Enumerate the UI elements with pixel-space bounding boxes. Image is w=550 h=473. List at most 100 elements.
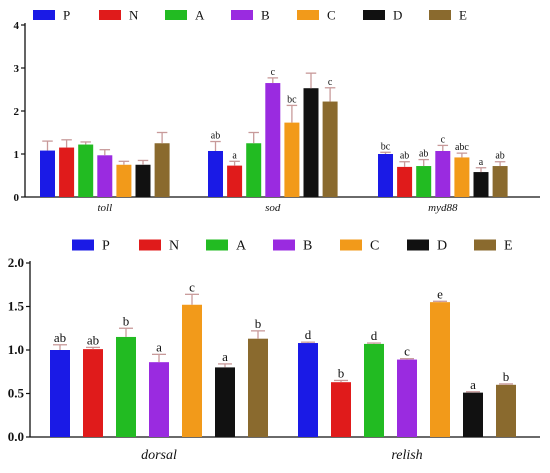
significance-letter-myd88-B: c [441, 134, 446, 145]
significance-letter-sod-P: ab [211, 131, 220, 142]
y-tick-label-3: 1.5 [8, 299, 25, 314]
legend-swatch-C [297, 10, 319, 20]
legend-label-A: A [236, 239, 247, 254]
significance-letter-sod-B: c [271, 67, 276, 78]
bar-myd88-P [378, 154, 393, 197]
y-tick-label-2: 1.0 [8, 342, 24, 357]
legend-swatch-A [206, 239, 228, 251]
legend-swatch-B [231, 10, 253, 20]
bar-sod-C [284, 122, 300, 197]
bar-myd88-A [416, 166, 432, 197]
legend-swatch-A [165, 10, 187, 20]
bar-myd88-D [473, 172, 489, 197]
bar-dorsal-N [83, 349, 103, 437]
category-label-toll: toll [97, 202, 112, 214]
significance-letter-relish-E: b [503, 369, 510, 384]
legend-swatch-B [273, 239, 295, 251]
legend-label-D: D [437, 239, 447, 254]
y-tick-label-3: 3 [14, 63, 20, 75]
bar-sod-D [303, 88, 319, 197]
bar-toll-N [59, 147, 75, 197]
significance-letter-relish-C: e [437, 286, 443, 301]
significance-letter-dorsal-C: c [189, 279, 195, 294]
legend-label-N: N [169, 239, 179, 254]
significance-letter-dorsal-E: b [255, 316, 262, 331]
category-label-sod: sod [265, 202, 281, 214]
bar-sod-E [322, 101, 338, 197]
significance-letter-dorsal-D: a [222, 349, 228, 364]
bar-relish-P [298, 343, 318, 437]
legend-label-D: D [393, 8, 402, 23]
significance-letter-relish-P: d [305, 327, 312, 342]
legend-label-C: C [327, 8, 336, 23]
legend-label-N: N [129, 8, 139, 23]
bar-dorsal-E [248, 338, 268, 437]
legend-swatch-D [407, 239, 429, 251]
bar-relish-D [463, 392, 483, 437]
chart-panel-2: P N A B C D E0.00.51.01.52.0ab abbacabdorsaldbd… [8, 239, 540, 463]
significance-letter-relish-A: d [371, 328, 378, 343]
significance-letter-dorsal-P: ab [54, 330, 66, 345]
y-tick-label-4: 2.0 [8, 255, 24, 270]
significance-letter-myd88-E: ab [495, 151, 504, 162]
significance-letter-relish-B: c [404, 344, 410, 359]
legend-swatch-C [340, 239, 362, 251]
significance-letter-myd88-A: ab [419, 149, 428, 160]
bar-myd88-B [435, 150, 451, 197]
significance-letter-myd88-N: ab [400, 151, 409, 162]
bar-toll-C [116, 164, 132, 197]
bar-dorsal-D [215, 367, 235, 437]
legend-swatch-N [139, 239, 161, 251]
bar-dorsal-A [116, 336, 136, 437]
significance-letter-sod-N: a [232, 150, 237, 161]
y-tick-label-4: 4 [14, 20, 20, 32]
category-label-dorsal: dorsal [141, 448, 177, 463]
significance-letter-myd88-P: bc [381, 141, 391, 152]
significance-letter-relish-D: a [470, 377, 476, 392]
y-tick-label-2: 2 [14, 106, 20, 118]
legend-label-P: P [102, 239, 110, 254]
legend-swatch-D [363, 10, 385, 20]
bar-toll-B [97, 155, 113, 197]
significance-letter-dorsal-N: ab [87, 332, 99, 347]
legend-swatch-E [429, 10, 451, 20]
legend-label-B: B [261, 8, 270, 23]
legend-label-E: E [504, 239, 513, 254]
significance-letter-dorsal-B: a [156, 339, 162, 354]
y-tick-label-1: 0.5 [8, 386, 25, 401]
legend-label-C: C [370, 239, 379, 254]
significance-letter-sod-C: bc [287, 94, 297, 105]
bar-relish-C [430, 302, 450, 437]
significance-letter-sod-E: c [328, 77, 333, 88]
y-tick-label-0: 0 [14, 192, 20, 204]
bar-dorsal-C [182, 304, 202, 437]
bar-dorsal-P [50, 350, 70, 437]
bar-sod-P [208, 150, 223, 197]
bar-sod-A [246, 143, 262, 197]
bar-sod-B [265, 83, 281, 197]
bar-toll-D [135, 164, 151, 197]
bar-myd88-N [397, 166, 413, 197]
legend-swatch-P [33, 10, 55, 20]
bar-relish-E [496, 384, 516, 437]
bar-relish-N [331, 382, 351, 437]
bar-myd88-C [454, 157, 470, 197]
bar-myd88-E [492, 166, 508, 197]
bar-dorsal-B [149, 362, 169, 437]
legend-swatch-P [72, 239, 94, 251]
legend-label-B: B [303, 239, 312, 254]
legend-label-A: A [195, 8, 205, 23]
significance-letter-myd88-C: abc [455, 142, 469, 153]
y-tick-label-0: 0.0 [8, 429, 24, 444]
significance-letter-myd88-D: a [479, 157, 484, 168]
category-label-myd88: myd88 [428, 202, 458, 214]
bar-relish-A [364, 343, 384, 437]
significance-letter-dorsal-A: b [123, 313, 130, 328]
bar-sod-N [227, 165, 243, 197]
bar-toll-A [78, 144, 94, 197]
bar-relish-B [397, 359, 417, 437]
legend-label-P: P [63, 8, 70, 23]
